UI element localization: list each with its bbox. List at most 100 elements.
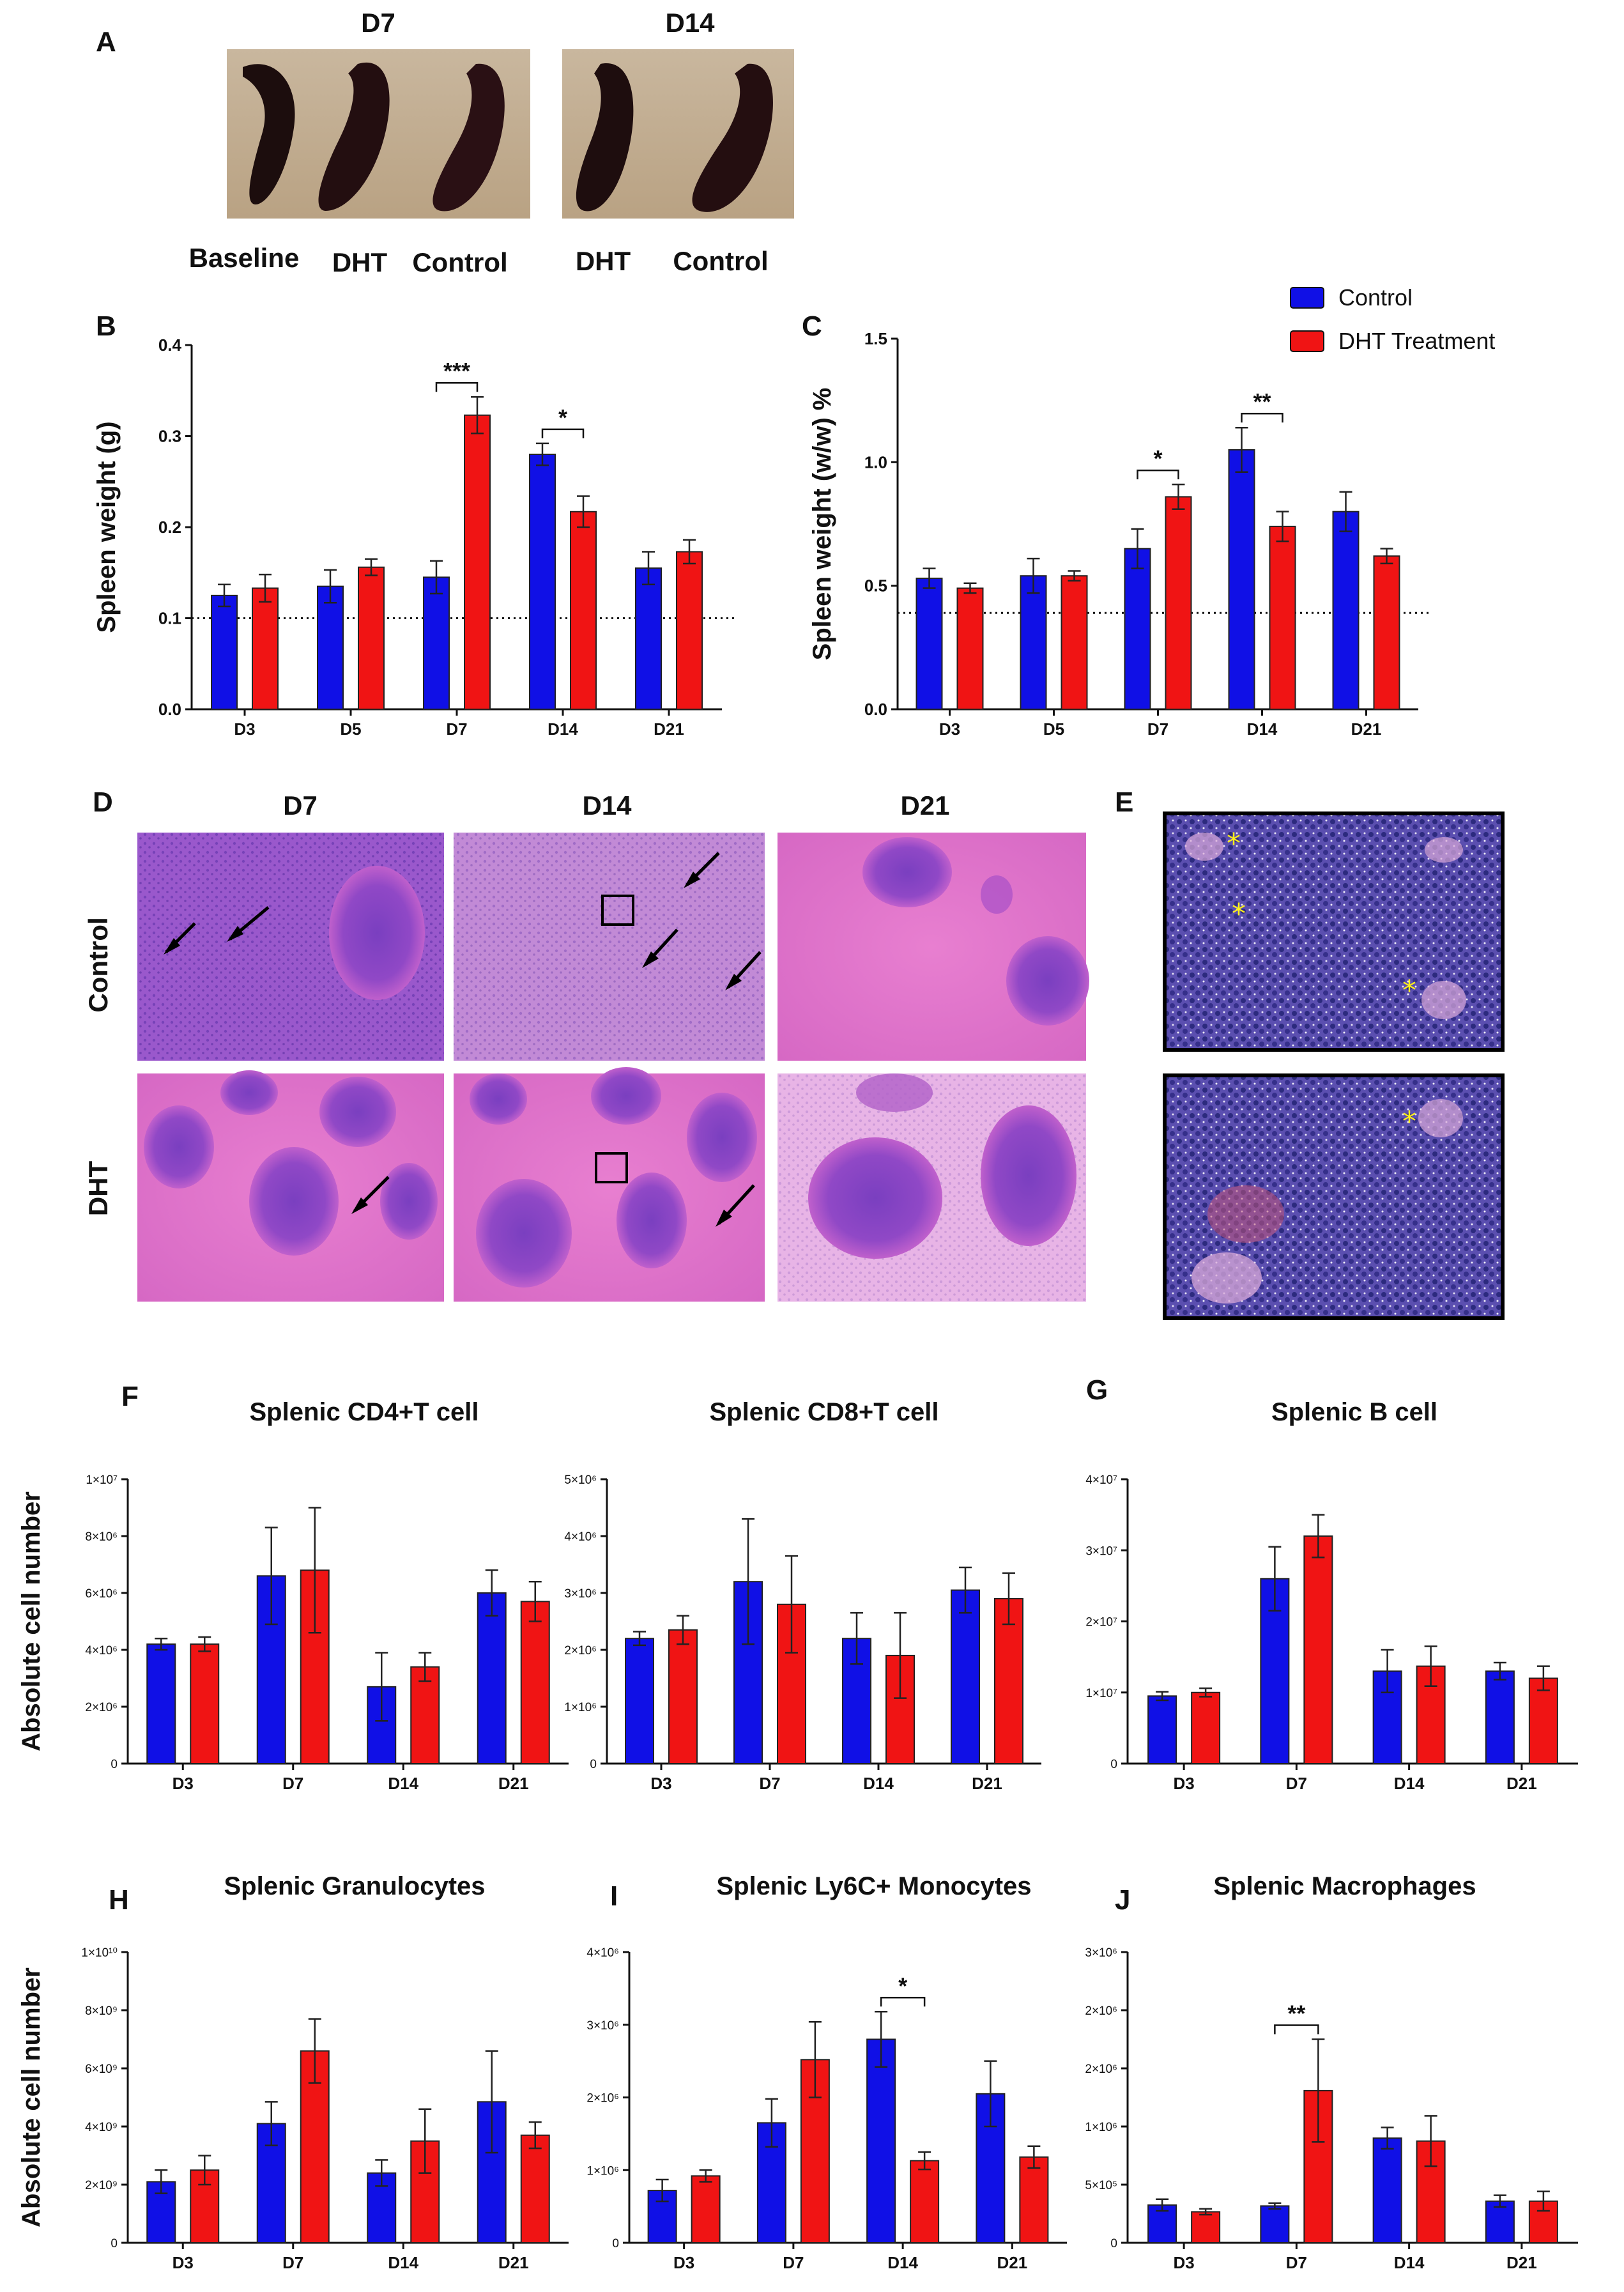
x-tick-label: D14 (1247, 719, 1278, 739)
x-tick-label: D3 (172, 2253, 194, 2272)
y-tick-label: 2×10⁹ (85, 2179, 118, 2192)
spleen-photo-d7 (227, 49, 530, 219)
bar-control-d14 (1372, 2137, 1402, 2243)
y-tick-label: 1×10⁶ (586, 2164, 619, 2178)
y-tick-label: 4×10⁶ (85, 1644, 118, 1657)
y-axis-label: Spleen weight (g) (93, 421, 121, 633)
panel-label: G (1086, 1374, 1108, 1406)
y-tick-label: 0 (111, 2237, 118, 2250)
chart-title: Splenic Macrophages (1213, 1872, 1476, 1900)
chart-f-cd8-t-cell: Splenic CD8+T cell 0 1×10⁶ 2×10⁶ 3×10⁶ 4×10⁶ 5… (564, 1398, 1041, 1793)
bar-dht-d21 (1528, 1677, 1558, 1764)
y-tick-label: 0.5 (864, 576, 887, 596)
y-tick-label: 1.0 (864, 452, 887, 472)
bar-control-d3 (1147, 1695, 1177, 1764)
x-tick-label: D21 (1506, 1774, 1537, 1793)
y-tick-label: 4×10⁹ (85, 2121, 118, 2134)
bar-dht-d21 (1019, 2156, 1049, 2243)
significance-marker: *** (443, 358, 470, 384)
x-tick-label: D7 (1147, 719, 1168, 739)
significance-bracket (880, 1997, 926, 2007)
bar-control-d3 (625, 1638, 654, 1764)
chart-b-spleen-weight: B Spleen weight (g) 0.0 0.1 0.2 0.3 0.4 D3 D5 D7 D… (93, 311, 735, 739)
y-tick-label: 1×10⁷ (1085, 1687, 1117, 1700)
panel-label: B (96, 311, 116, 342)
x-tick-label: D3 (234, 719, 255, 739)
histo-col-d14: D14 (582, 790, 632, 820)
x-tick-label: D3 (650, 1774, 671, 1793)
bar-dht-d21 (676, 551, 703, 710)
y-axis-label: Absolute cell number (17, 1491, 45, 1751)
y-tick-label: 5×10⁶ (564, 1473, 597, 1487)
bar-control-d21 (635, 567, 662, 710)
y-tick-label: 3×10⁶ (564, 1587, 597, 1601)
legend: Control DHT Treatment (1290, 284, 1495, 354)
x-tick-label: D21 (997, 2253, 1028, 2272)
chart-c-spleen-weight-ratio: C Spleen weight (w/w) % 0.0 0.5 1.0 1.5 D3 D5 D7… (802, 311, 1431, 739)
x-tick-label: D7 (1286, 2253, 1307, 2272)
bar-control-d21 (1485, 1670, 1515, 1764)
x-tick-label: D21 (972, 1774, 1002, 1793)
spleen-shape (433, 63, 505, 212)
bar-dht-d14 (910, 2160, 940, 2243)
histo-control-d21 (778, 833, 1089, 1061)
photo-caption-baseline: Baseline (189, 243, 300, 273)
y-tick-label: 2×10⁶ (85, 1701, 118, 1714)
y-tick-label: 2×10⁶ (586, 2092, 619, 2105)
x-tick-label: D21 (498, 2253, 529, 2272)
x-tick-label: D14 (863, 1774, 894, 1793)
chart-h-granulocytes: H Splenic Granulocytes Absolute cell numbe… (17, 1872, 569, 2272)
x-tick-label: D21 (654, 719, 684, 739)
bar-dht-d7 (1303, 1535, 1333, 1764)
y-tick-label: 0 (111, 1758, 118, 1771)
bar-control-d14 (1228, 449, 1255, 710)
panel-label: F (121, 1381, 139, 1412)
y-axis-label: Spleen weight (w/w) % (808, 388, 836, 661)
histo-dht-d21 (778, 1073, 1086, 1302)
bar-control-d21 (477, 1592, 507, 1764)
panel-e-label: E (1115, 787, 1133, 818)
bar-dht-d3 (190, 1643, 220, 1765)
significance-marker: * (558, 404, 567, 431)
histo-col-d7: D7 (283, 790, 318, 820)
x-tick-label: D14 (887, 2253, 918, 2272)
y-tick-label: 1.5 (864, 329, 887, 348)
asterisk-marker: * (1402, 1105, 1416, 1138)
bar-dht-d21 (520, 2134, 550, 2243)
bar-dht-d3 (1191, 2211, 1221, 2243)
y-tick-label: 4×10⁷ (1085, 1473, 1117, 1487)
bar-control-d3 (211, 594, 238, 710)
bar-dht-d3 (691, 2175, 721, 2244)
bar-control-d5 (317, 585, 344, 710)
panel-label: J (1115, 1884, 1130, 1916)
y-tick-label: 0.4 (158, 335, 182, 355)
significance-marker: * (898, 1973, 907, 1999)
y-tick-label: 2×10⁶ (1085, 2063, 1117, 2076)
significance-bracket (1137, 469, 1179, 480)
chart-g-b-cell: G Splenic B cell 0 1×10⁷ 2×10⁷ 3×10⁷ 4×10⁷ D3 D7… (1085, 1374, 1578, 1793)
x-tick-label: D14 (548, 719, 578, 739)
y-tick-label: 1×10⁷ (86, 1473, 118, 1487)
bar-dht-d14 (410, 1666, 440, 1764)
panel-d: D D7 D14 D21 Control DHT (83, 787, 1089, 1302)
panel-e: E * * * * (1115, 787, 1505, 1320)
y-tick-label: 0 (612, 2237, 619, 2250)
spleen-photo-d14 (562, 49, 794, 219)
y-tick-label: 4×10⁶ (564, 1530, 597, 1544)
x-tick-label: D7 (783, 2253, 804, 2272)
x-tick-label: D7 (282, 1774, 303, 1793)
bar-dht-d3 (1191, 1691, 1221, 1764)
x-tick-label: D5 (1043, 719, 1064, 739)
bar-dht-d3 (956, 587, 984, 710)
chart-f-cd4-t-cell: F Splenic CD4+T cell Absolute cell number 0… (17, 1381, 569, 1793)
x-tick-label: D14 (1394, 2253, 1425, 2272)
y-tick-label: 8×10⁹ (85, 2004, 118, 2018)
y-tick-label: 0 (590, 1758, 597, 1771)
legend-label-dht: DHT Treatment (1338, 328, 1495, 354)
significance-bracket (541, 428, 585, 438)
bar-dht-d21 (1373, 555, 1400, 710)
x-tick-label: D3 (1174, 2253, 1195, 2272)
x-tick-label: D21 (1506, 2253, 1537, 2272)
x-tick-label: D7 (282, 2253, 303, 2272)
panel-label: H (109, 1884, 129, 1916)
